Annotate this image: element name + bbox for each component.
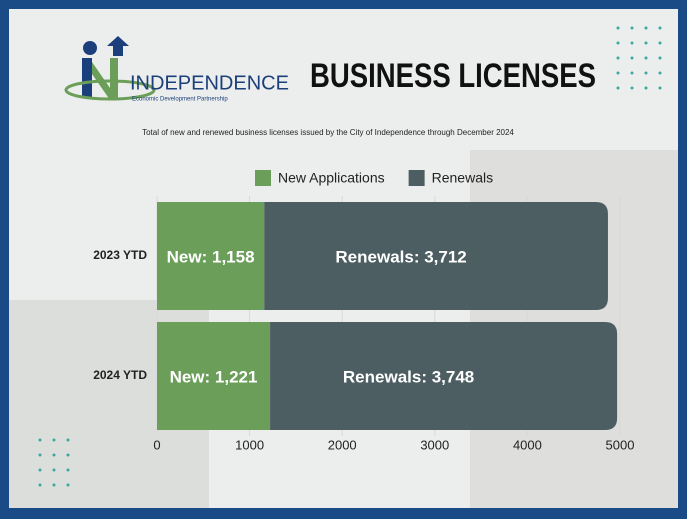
bar-segment — [157, 322, 271, 430]
dots-decoration — [38, 438, 70, 487]
value-label: New: 1,221 — [170, 367, 258, 386]
x-tick-label: 4000 — [513, 437, 542, 452]
dots-decoration — [616, 26, 662, 90]
x-tick-label: 2000 — [328, 437, 357, 452]
y-tick-label: 2024 YTD — [93, 368, 147, 382]
logo-tagline: Economic Development Partnership — [132, 97, 228, 103]
legend-swatch — [255, 170, 271, 186]
bar-segment — [270, 322, 618, 430]
bar-segment — [157, 202, 265, 310]
bar-segment — [264, 202, 608, 310]
value-label: Renewals: 3,748 — [343, 367, 474, 386]
value-label: New: 1,158 — [167, 247, 255, 266]
logo: INDEPENDENCE Economic Development Partne… — [64, 36, 289, 103]
legend-label: New Applications — [278, 170, 385, 186]
logo-name: INDEPENDENCE — [130, 72, 289, 94]
legend-label: Renewals — [432, 170, 493, 186]
y-tick-label: 2023 YTD — [93, 248, 147, 262]
x-tick-label: 5000 — [606, 437, 635, 452]
x-tick-label: 0 — [153, 437, 160, 452]
legend-swatch — [408, 170, 425, 186]
value-label: Renewals: 3,712 — [335, 247, 466, 266]
chart-title: BUSINESS LICENSES — [310, 57, 596, 95]
chart-subtitle: Total of new and renewed business licens… — [142, 128, 514, 137]
x-tick-label: 1000 — [235, 437, 264, 452]
x-tick-label: 3000 — [420, 437, 449, 452]
